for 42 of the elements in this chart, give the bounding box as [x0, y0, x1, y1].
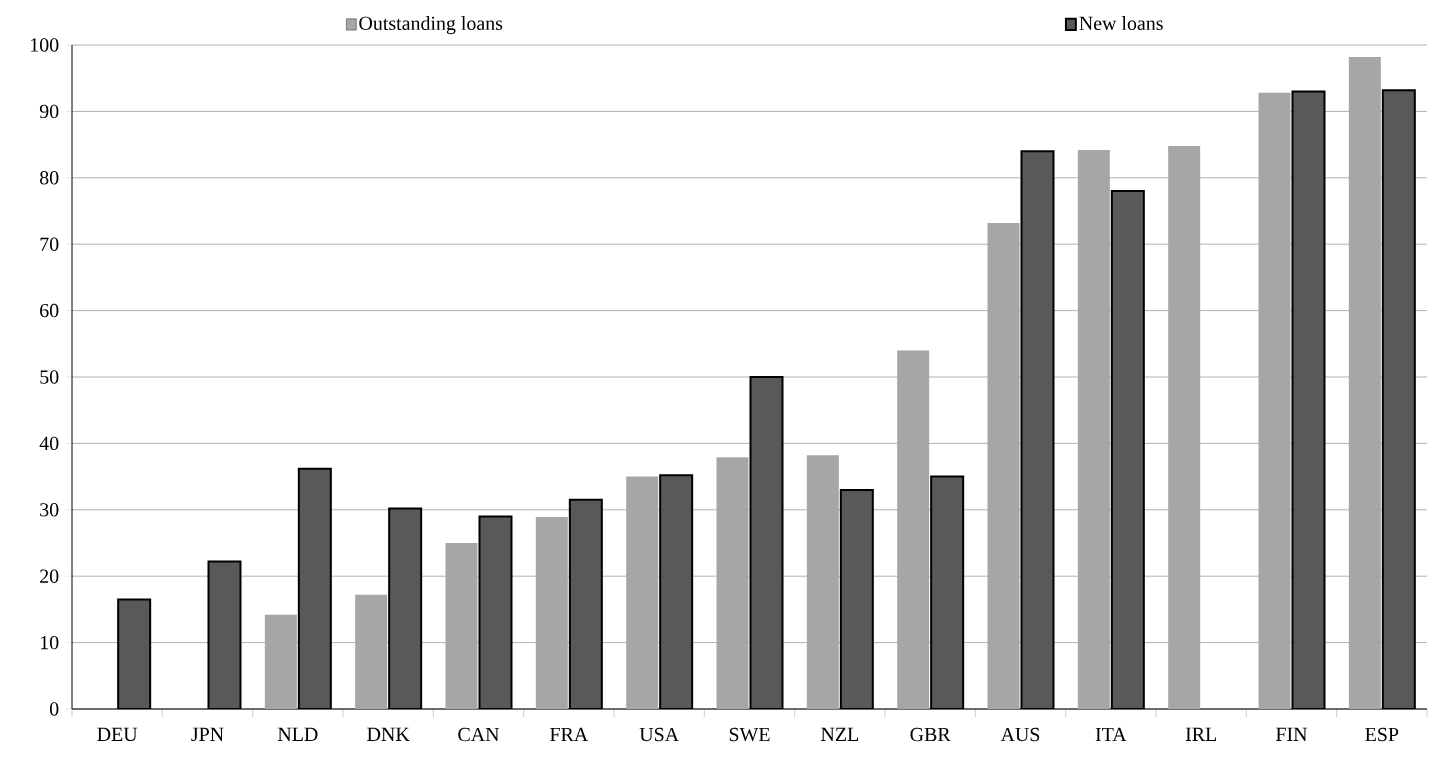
bar [297, 467, 332, 709]
x-tick-label: CAN [458, 727, 500, 742]
x-tick-label: FIN [1276, 727, 1308, 741]
y-tick-label: 10 [40, 635, 59, 650]
x-tick-label: JPN [191, 727, 224, 742]
bar [207, 560, 242, 709]
x-tick-label: IRL [1185, 727, 1217, 741]
x-tick-label: USA [639, 727, 679, 742]
x-tick-label: FRA [550, 727, 589, 741]
y-tick-label: 30 [40, 503, 59, 517]
bar [659, 474, 694, 709]
x-tick-label: ESP [1365, 727, 1399, 742]
bar [749, 376, 784, 709]
y-tick-label: 80 [40, 171, 59, 185]
y-tick-label: 20 [40, 569, 59, 583]
bar [1020, 150, 1055, 709]
bar [1381, 89, 1416, 709]
y-tick-label: 40 [39, 436, 59, 451]
x-tick-label: DNK [367, 727, 410, 741]
y-tick-label: 100 [31, 38, 59, 52]
x-tick-label: ITA [1095, 727, 1127, 741]
bar [117, 598, 152, 709]
bar [568, 498, 603, 709]
bar [1110, 190, 1145, 709]
x-tick-label: SWE [729, 727, 770, 742]
x-tick-label: NZL [821, 727, 858, 741]
x-tick-label: DEU [97, 727, 138, 742]
legend-label: New loans [1079, 16, 1163, 31]
y-tick-label: 0 [49, 702, 59, 716]
bar [930, 475, 965, 709]
y-tick-label: 90 [39, 104, 59, 119]
y-tick-label: 50 [40, 370, 59, 384]
x-tick-label: AUS [1000, 727, 1040, 742]
y-tick-label: 70 [40, 237, 59, 251]
legend-label: Outstanding loans [359, 16, 503, 35]
x-tick-label: GBR [910, 727, 951, 742]
y-tick-label: 60 [40, 303, 59, 318]
bar [1291, 90, 1326, 709]
bar [839, 488, 874, 709]
bar [388, 507, 423, 709]
x-tick-label: NLD [277, 727, 318, 741]
bar [478, 515, 513, 709]
